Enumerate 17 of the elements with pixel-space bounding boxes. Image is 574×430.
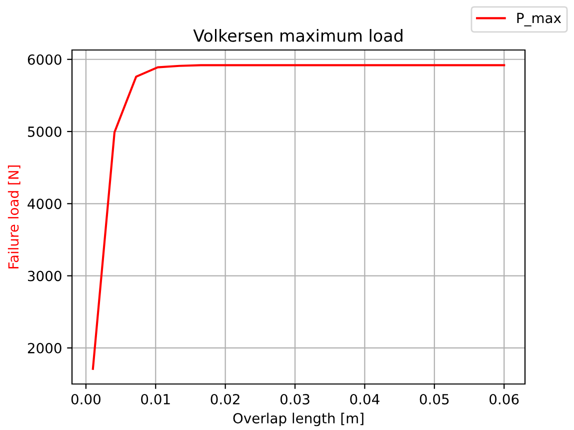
x-tick-label: 0.03	[280, 394, 310, 404]
legend-label: P_max	[517, 12, 562, 26]
line-series	[92, 64, 506, 370]
x-tick-label: 0.04	[350, 394, 380, 404]
x-tick-label: 0.06	[490, 394, 519, 404]
x-tick-label: 0.01	[141, 394, 170, 404]
y-tick-label: 4000	[28, 198, 62, 210]
x-tick-label: 0.00	[71, 394, 100, 404]
y-tick-label: 5000	[28, 126, 62, 137]
y-axis-title: Failure load [N]	[8, 165, 20, 268]
x-axis-title: Overlap length [m]	[233, 412, 364, 426]
y-tick-label: 3000	[28, 270, 62, 282]
x-tick-label: 0.02	[210, 394, 240, 404]
x-tick-label: 0.05	[420, 394, 449, 404]
chart-title: Volkersen maximum load	[193, 29, 402, 42]
y-tick-label: 2000	[28, 342, 62, 354]
y-tick-label: 6000	[28, 54, 62, 65]
